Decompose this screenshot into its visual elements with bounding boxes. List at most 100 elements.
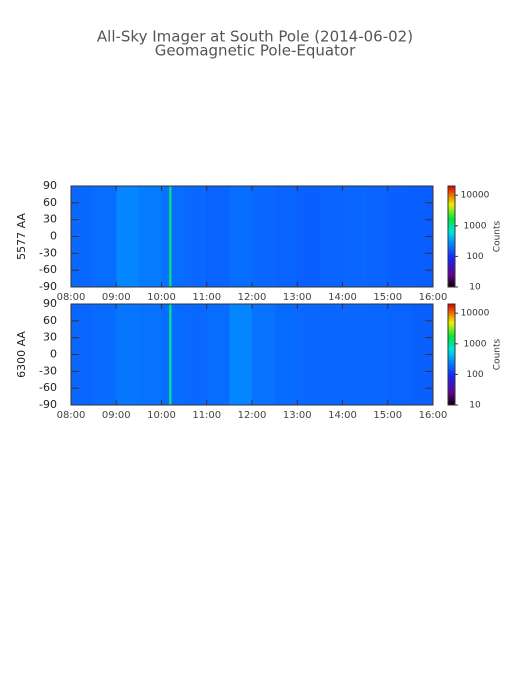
- x-tick-label: 15:00: [373, 410, 402, 421]
- colorbar-swatch: [448, 356, 455, 359]
- chart-subtitle: Geomagnetic Pole-Equator: [155, 42, 356, 60]
- colorbar-swatch: [448, 268, 455, 271]
- heat-cell: [252, 186, 275, 287]
- colorbar-swatch: [448, 391, 455, 394]
- heat-cell: [171, 186, 185, 287]
- colorbar-swatch: [448, 357, 455, 360]
- colorbar-swatch: [448, 224, 455, 227]
- x-tick-label: 11:00: [192, 292, 221, 303]
- colorbar-swatch: [448, 206, 455, 209]
- colorbar-swatch: [448, 401, 455, 404]
- colorbar-swatch: [448, 322, 455, 325]
- y-tick-label: 60: [43, 314, 57, 327]
- colorbar-swatch: [448, 366, 455, 369]
- y-tick-label: -90: [39, 280, 57, 293]
- colorbar-swatch: [448, 352, 455, 355]
- colorbar-swatch: [448, 346, 455, 349]
- heat-cell: [365, 304, 389, 405]
- heat-cell: [319, 304, 343, 405]
- x-tick-label: 15:00: [373, 292, 402, 303]
- colorbar-tick-label: 10000: [461, 309, 490, 319]
- colorbar-swatch: [448, 337, 455, 340]
- heat-cell: [138, 304, 162, 405]
- y-axis-label: 5577 AA: [15, 213, 28, 260]
- colorbar-swatch: [448, 219, 455, 222]
- colorbar-swatch: [448, 253, 455, 256]
- colorbar-swatch: [448, 376, 455, 379]
- heat-cell: [161, 304, 170, 405]
- colorbar-swatch: [448, 231, 455, 234]
- colorbar-swatch: [448, 330, 455, 334]
- y-tick-label: -30: [39, 364, 57, 377]
- x-tick-label: 13:00: [283, 410, 312, 421]
- heat-cell: [93, 304, 117, 405]
- colorbar-tick-label: 100: [466, 370, 483, 380]
- colorbar-tick-label: 100: [466, 252, 483, 262]
- colorbar-swatch: [448, 361, 455, 364]
- colorbar-swatch: [448, 214, 455, 217]
- colorbar-swatch: [448, 399, 455, 403]
- colorbar-swatch: [448, 211, 455, 214]
- colorbar-swatch: [448, 388, 455, 391]
- colorbar-swatch: [448, 384, 455, 387]
- colorbar-swatch: [448, 383, 455, 386]
- colorbar-swatch: [448, 386, 455, 389]
- colorbar-swatch: [448, 339, 455, 342]
- heat-cell: [274, 304, 298, 405]
- x-tick-label: 16:00: [419, 410, 448, 421]
- x-tick-label: 10:00: [147, 410, 176, 421]
- colorbar-swatch: [448, 258, 455, 261]
- colorbar-swatch: [448, 255, 455, 258]
- colorbar-swatch: [448, 359, 455, 362]
- colorbar-swatch: [448, 256, 455, 259]
- colorbar-swatch: [448, 403, 455, 406]
- x-tick-label: 12:00: [238, 292, 267, 303]
- x-tick-label: 08:00: [57, 292, 86, 303]
- heat-cell: [229, 304, 253, 405]
- chart-title: All-Sky Imager at South Pole (2014-06-02…: [97, 28, 413, 46]
- colorbar-swatch: [448, 285, 455, 288]
- colorbar-swatch: [448, 374, 455, 377]
- colorbar-swatch: [448, 202, 455, 205]
- x-tick-label: 12:00: [238, 410, 267, 421]
- heat-cell: [206, 186, 230, 287]
- heat-cell: [116, 304, 140, 405]
- colorbar-swatch: [448, 367, 455, 371]
- colorbar-swatch: [448, 229, 455, 232]
- colorbar-swatch: [448, 196, 455, 199]
- y-tick-label: 0: [50, 230, 57, 243]
- colorbar-swatch: [448, 186, 455, 189]
- colorbar-swatch: [448, 349, 455, 352]
- colorbar-swatch: [448, 305, 455, 308]
- colorbar-swatch: [448, 327, 455, 330]
- colorbar-label: Counts: [493, 220, 503, 252]
- colorbar-tick-label: 1000: [464, 339, 487, 349]
- colorbar-swatch: [448, 309, 455, 312]
- colorbar-swatch: [448, 324, 455, 327]
- colorbar-swatch: [448, 273, 455, 276]
- heat-cell: [297, 186, 321, 287]
- colorbar-swatch: [448, 204, 455, 207]
- x-tick-label: 13:00: [283, 292, 312, 303]
- x-tick-label: 10:00: [147, 292, 176, 303]
- colorbar-swatch: [448, 209, 455, 212]
- x-tick-label: 14:00: [328, 292, 357, 303]
- colorbar-swatch: [448, 342, 455, 345]
- heat-cell: [229, 186, 253, 287]
- heat-cell: [161, 186, 170, 287]
- colorbar-swatch: [448, 241, 455, 244]
- colorbar-swatch: [448, 243, 455, 246]
- colorbar-swatch: [448, 275, 455, 278]
- colorbar-swatch: [448, 248, 455, 251]
- colorbar-tick-label: 10: [469, 283, 481, 293]
- x-tick-label: 09:00: [102, 292, 131, 303]
- colorbar-swatch: [448, 283, 455, 286]
- heat-cell: [252, 304, 275, 405]
- colorbar-swatch: [448, 276, 455, 279]
- colorbar-swatch: [448, 239, 455, 242]
- colorbar-swatch: [448, 246, 455, 249]
- colorbar-swatch: [448, 378, 455, 381]
- heat-cell: [387, 304, 411, 405]
- colorbar-swatch: [448, 329, 455, 332]
- heat-cell: [274, 186, 298, 287]
